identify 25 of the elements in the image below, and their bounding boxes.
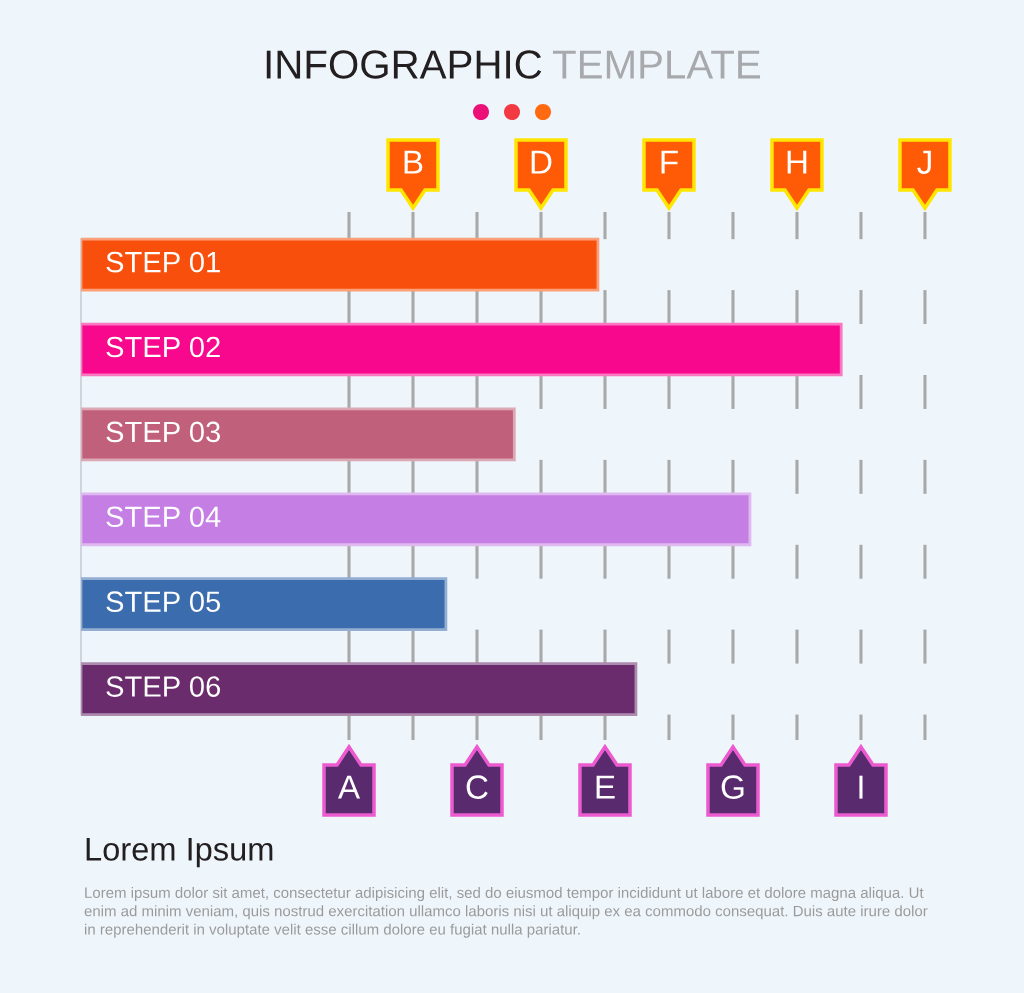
text: B [404,150,423,174]
bar [81,662,638,716]
chart-title: INFOGRAPHIC TEMPLATE [266,50,760,79]
bar [81,237,600,292]
y-tick-label: STEP 04 [106,506,221,528]
text: G [721,775,744,799]
text: A [337,775,361,799]
bar [81,577,448,632]
text: H [787,150,807,174]
text: C [466,775,488,799]
y-tick-label: STEP 05 [106,591,221,613]
text: J [917,150,931,174]
bar [81,407,516,462]
y-tick-label: STEP 01 [106,251,220,273]
text: I [859,775,863,799]
bar [81,492,752,547]
text: Lorem Ipsum [86,837,273,868]
y-tick-label: STEP 03 [106,421,220,443]
text: Lorem ipsum dolor sit amet, consectetur adipisicing elit, sed do eiusmod tempor incididunt ut labore et dolore magna aliqua. Ut enim ad minim veniam, quis nostrud exercitation ullamco laboris nisi ut aliquip ex ea commodo consequat. Duis aute irure dolor in reprehenderit in voluptate velit esse cillum dolore eu fugiat nulla pariatur. [84,887,928,938]
text: D [531,150,552,174]
y-tick-label: STEP 02 [106,336,220,358]
y-tick-label: STEP 06 [106,676,220,697]
bar [81,322,843,377]
text: F [661,150,678,174]
text: E [596,775,615,799]
